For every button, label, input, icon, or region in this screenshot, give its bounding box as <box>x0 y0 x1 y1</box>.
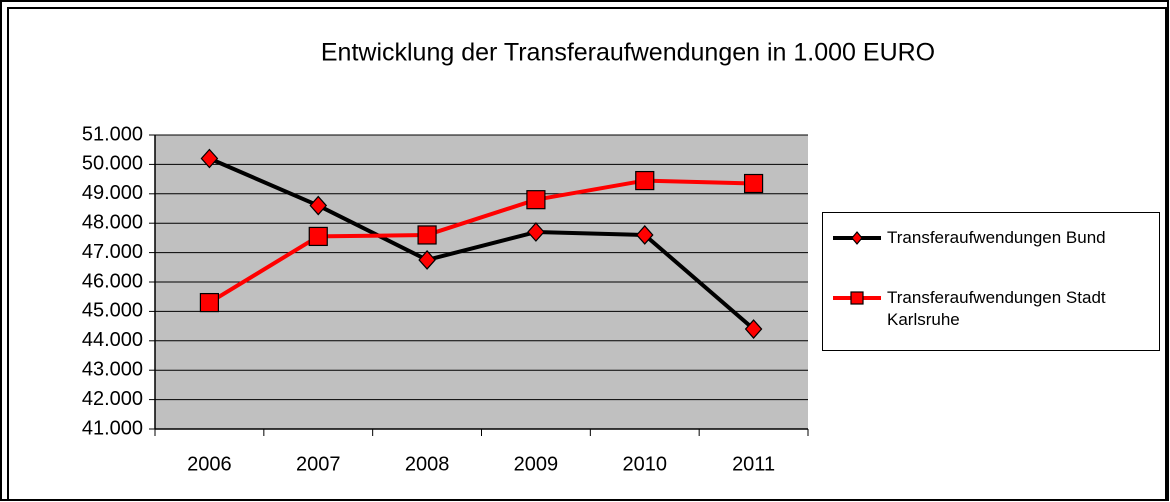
marker <box>526 190 546 210</box>
legend-item: Transferaufwendungen Stadt Karlsruhe <box>831 287 1157 331</box>
marker <box>635 170 655 191</box>
y-tick-label: 51.000 <box>82 123 143 145</box>
y-tick-label: 50.000 <box>82 153 143 175</box>
legend-label: Transferaufwendungen Bund <box>887 228 1106 247</box>
marker <box>527 222 545 242</box>
legend-swatch <box>833 291 881 305</box>
marker <box>309 195 328 216</box>
marker <box>308 226 328 247</box>
marker <box>744 319 763 339</box>
legend-item: Transferaufwendungen Bund <box>831 227 1157 249</box>
series-line <box>208 178 754 305</box>
series-line <box>208 156 755 331</box>
marker <box>417 225 437 245</box>
chart-title: Entwicklung der Transferaufwendungen in … <box>321 39 935 67</box>
y-tick-label: 47.000 <box>82 241 143 263</box>
x-tick-label: 2008 <box>405 453 450 475</box>
marker <box>199 292 220 313</box>
x-tick-label: 2006 <box>187 453 232 475</box>
y-tick-label: 48.000 <box>82 211 143 233</box>
x-tick-label: 2010 <box>623 453 668 475</box>
marker <box>851 231 863 245</box>
y-tick-label: 41.000 <box>82 417 143 439</box>
legend-label: Transferaufwendungen Stadt Karlsruhe <box>887 288 1106 329</box>
x-tick-label: 2007 <box>296 453 341 475</box>
legend: Transferaufwendungen Bund Transferaufwend… <box>822 212 1160 351</box>
marker <box>635 225 654 245</box>
y-tick-label: 42.000 <box>82 388 143 410</box>
x-tick-label: 2009 <box>514 453 559 475</box>
y-tick-label: 49.000 <box>82 182 143 204</box>
legend-swatch <box>833 231 881 245</box>
y-tick-label: 45.000 <box>82 300 143 322</box>
chart-frame <box>7 7 1167 501</box>
marker <box>743 173 764 194</box>
y-tick-label: 44.000 <box>82 329 143 351</box>
x-tick-label: 2011 <box>732 453 775 475</box>
marker <box>850 291 864 305</box>
y-tick-label: 43.000 <box>82 358 143 380</box>
y-tick-label: 46.000 <box>82 270 143 292</box>
marker <box>418 250 436 270</box>
marker <box>200 148 219 169</box>
